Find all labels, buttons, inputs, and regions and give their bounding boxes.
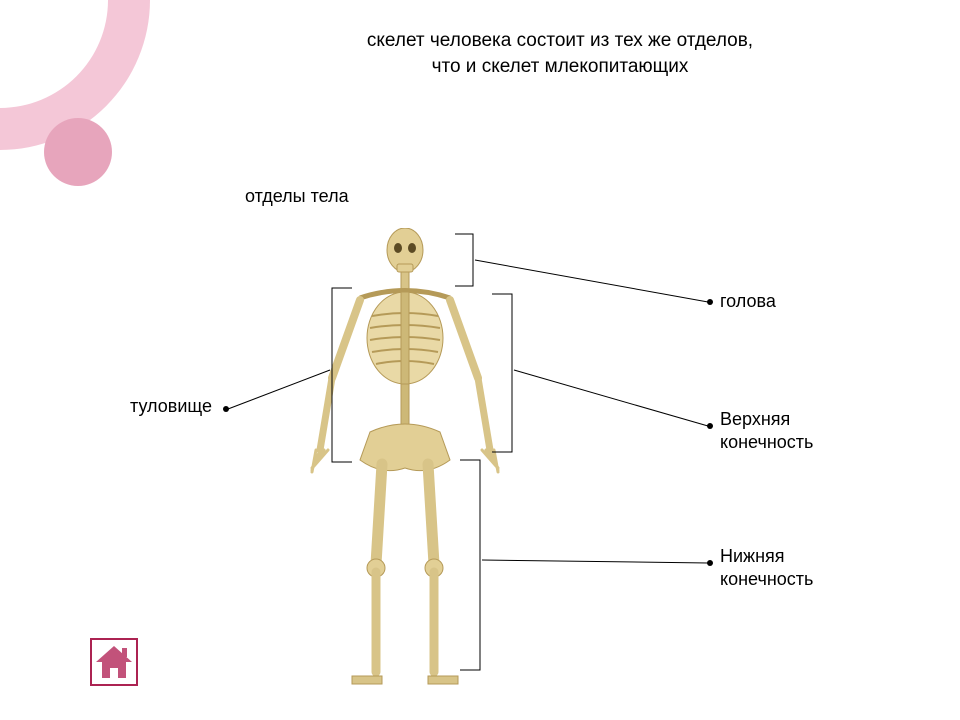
label-lower-limb: Нижняя конечность <box>720 545 813 590</box>
annotation-overlay <box>0 0 960 720</box>
dot-lower-limb <box>707 560 713 566</box>
dot-head <box>707 299 713 305</box>
leader-upper-limb <box>514 370 708 426</box>
label-trunk: туловище <box>130 395 212 418</box>
label-head: голова <box>720 290 776 313</box>
bracket-upper-limb <box>492 294 512 452</box>
home-icon <box>90 638 138 686</box>
leader-head <box>475 260 708 302</box>
bracket-trunk <box>332 288 352 462</box>
bracket-lower-limb <box>460 460 480 670</box>
slide-stage: скелет человека состоит из тех же отдело… <box>0 0 960 720</box>
home-button[interactable] <box>90 638 138 686</box>
dot-upper-limb <box>707 423 713 429</box>
leader-trunk <box>228 370 330 409</box>
bracket-head <box>455 234 473 286</box>
leader-lower-limb <box>482 560 708 563</box>
label-upper-limb: Верхняя конечность <box>720 408 813 453</box>
dot-trunk <box>223 406 229 412</box>
